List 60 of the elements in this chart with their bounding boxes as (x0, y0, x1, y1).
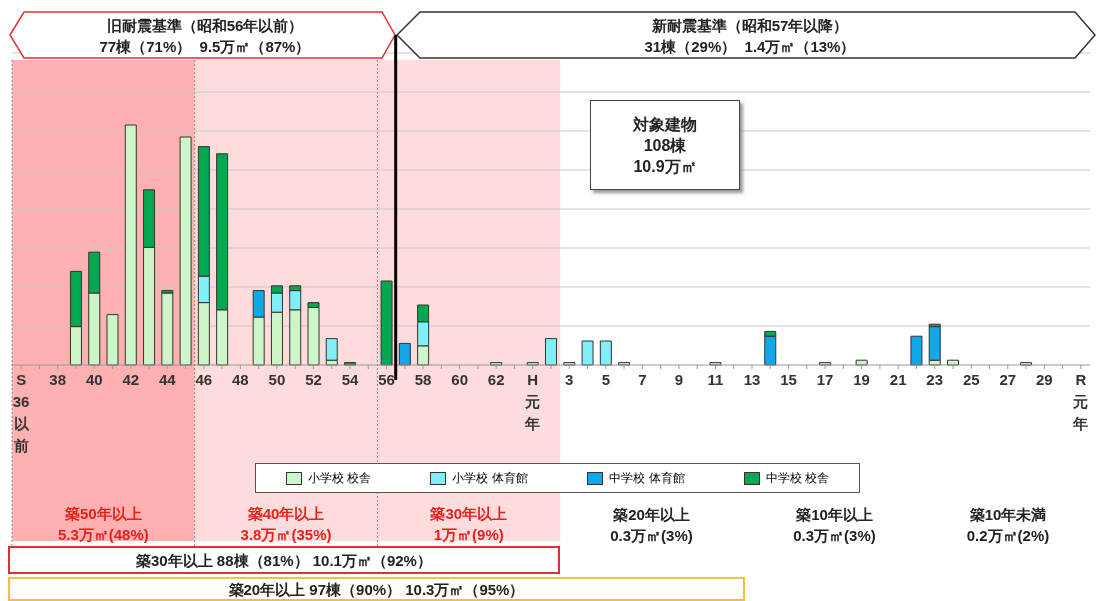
x-tick-label: 27 (999, 371, 1017, 388)
bar (380, 280, 393, 366)
x-tick-label: 29 (1035, 371, 1053, 388)
x-tick-label: 23 (926, 371, 944, 388)
text: 旧耐震基準（昭和56年以前） 77棟（71%） 9.5万㎡（87%） (99, 16, 311, 57)
x-tick-label: 60 (451, 371, 468, 388)
bar (161, 292, 174, 366)
x-tick-label: 44 (158, 371, 177, 388)
x-tick-label: 7 (638, 371, 647, 388)
x-tick-label: 15 (780, 371, 797, 388)
x-tick-label: 58 (414, 371, 432, 388)
annotation: 対象建物 108棟 10.9万㎡ (633, 114, 697, 177)
x-tick-label: 48 (232, 371, 249, 388)
legend-label: 小学校 校舎 (307, 469, 372, 487)
x-tick-label: 40 (85, 371, 103, 388)
bar (179, 136, 192, 366)
x-tick-label: 5 (601, 371, 610, 388)
x-tick-label: 17 (816, 371, 834, 388)
x-tick-label: 21 (889, 371, 907, 388)
x-tick-label: 13 (743, 371, 761, 388)
label-box: 築30年以上 88棟（81%） 10.1万㎡（92%） (8, 546, 560, 574)
x-tick-label: 42 (122, 371, 140, 388)
label-box: 対象建物 108棟 10.9万㎡ (590, 100, 740, 190)
text: 新耐震基準（昭和57年以降） 31棟（29%） 1.4万㎡（13%） (644, 16, 856, 57)
legend-label: 中学校 校舎 (765, 469, 830, 487)
text: 築10年未満 0.2万㎡(2%) (966, 505, 1050, 546)
bar (124, 124, 137, 366)
x-tick-label: 11 (707, 371, 724, 388)
bar (764, 335, 777, 366)
legend-label: 小学校 体育館 (452, 469, 528, 487)
x-tick-label: H元年 (524, 371, 541, 432)
band-label: 築50年以上 5.3万㎡(48%) (56, 504, 150, 545)
band-label: 築40年以上 3.8万㎡(35%) (239, 504, 333, 545)
text: 築10年以上 0.3万㎡(3%) (793, 505, 876, 546)
x-tick-label: 3 (565, 371, 574, 388)
x-tick-label: 50 (268, 371, 286, 388)
text: 築20年以上 0.3万㎡(3%) (610, 505, 693, 546)
x-tick-label: 62 (487, 371, 505, 388)
bar (581, 340, 594, 366)
x-tick-label: 52 (305, 371, 322, 388)
band-label: 築30年以上 1万㎡(9%) (429, 504, 509, 545)
bar (599, 340, 612, 366)
bar (106, 314, 119, 366)
x-tick-label: 19 (853, 371, 870, 388)
x-tick-label: 56 (378, 371, 395, 388)
legend-label: 中学校 体育館 (609, 469, 685, 487)
bar (325, 338, 338, 361)
bar (928, 326, 941, 361)
label-box: 築20年以上 97棟（90%） 10.3万㎡（95%） (8, 577, 745, 601)
bar (545, 338, 558, 366)
x-tick-label: 46 (195, 371, 213, 388)
bar (910, 335, 923, 366)
x-tick-label: 25 (962, 371, 980, 388)
x-tick-label: 38 (49, 371, 67, 388)
x-tick-label: S36以前 (12, 371, 30, 454)
bar (398, 342, 411, 366)
x-tick-label: 54 (341, 371, 360, 388)
bar (307, 306, 320, 366)
x-tick-label: R元年 (1072, 371, 1089, 432)
x-tick-label: 9 (674, 371, 684, 388)
